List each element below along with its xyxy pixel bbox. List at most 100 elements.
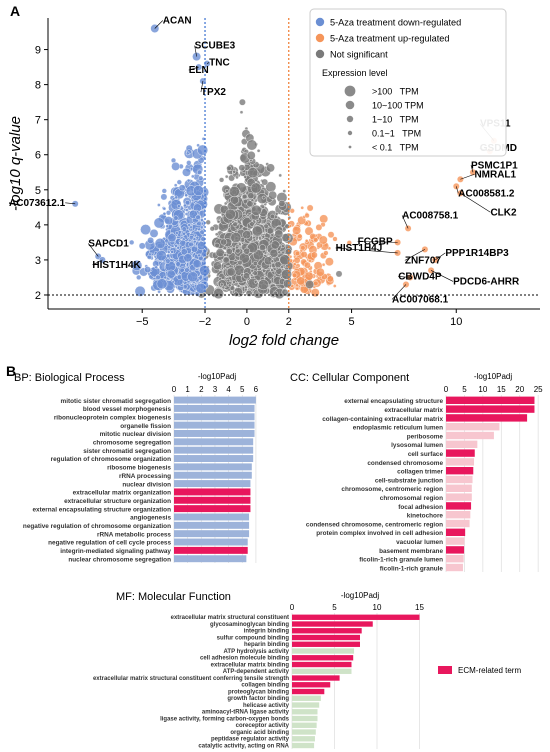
- volcano-point: [313, 280, 319, 287]
- volcano-point: [282, 189, 287, 193]
- bar-category-label: cell adhesion molecule binding: [200, 656, 289, 662]
- volcano-point: [295, 286, 299, 291]
- bar: [446, 484, 472, 492]
- panel-label-a: A: [10, 3, 20, 19]
- volcano-point: [176, 274, 183, 280]
- volcano-point: [277, 250, 282, 255]
- bar: [446, 458, 475, 466]
- volcano-point: [305, 280, 315, 289]
- volcano-point: [222, 256, 230, 264]
- bar: [292, 688, 325, 695]
- volcano-point: [176, 179, 182, 185]
- volcano-point: [225, 247, 233, 255]
- volcano-point: [171, 161, 181, 171]
- bar-category-label: extracellular structure organization: [64, 498, 171, 505]
- volcano-point: [253, 279, 258, 284]
- volcano-point: [223, 253, 227, 257]
- bar: [174, 530, 250, 538]
- volcano-point: [190, 174, 195, 179]
- bar: [174, 463, 252, 471]
- bar: [174, 430, 255, 437]
- bar-category-label: negative regulation of chromosome organi…: [23, 523, 171, 530]
- volcano-point: [332, 284, 337, 288]
- bar-category-label: chromosome, centromeric region: [341, 486, 443, 493]
- label-leader: [470, 165, 474, 173]
- volcano-point: [134, 285, 146, 297]
- bar-tick-label: 4: [226, 385, 231, 394]
- y-axis-title: -log10 q-value: [7, 116, 24, 211]
- bar: [446, 493, 472, 501]
- gene-label: AC008758.1: [402, 210, 459, 221]
- gene-label: PSMC1P1: [471, 160, 518, 171]
- bar-category-label: ficolin-1-rich granule: [380, 565, 444, 572]
- legend-size-label: < 0.1 TPM: [372, 143, 419, 153]
- label-leader: [200, 81, 204, 93]
- volcano-point: [197, 241, 206, 251]
- volcano-point: [315, 223, 323, 231]
- bar: [174, 513, 250, 521]
- volcano-point: [246, 139, 258, 151]
- legend-size-title: Expression level: [322, 68, 388, 78]
- volcano-point: [191, 284, 196, 289]
- volcano-point: [162, 206, 167, 211]
- volcano-point: [213, 288, 224, 299]
- volcano-point: [235, 175, 239, 180]
- bar-category-label: protein complex involved in cell adhesio…: [316, 530, 443, 537]
- legend-size-label: >100 TPM: [372, 87, 419, 97]
- volcano-point: [180, 248, 188, 256]
- volcano-point: [259, 244, 266, 252]
- gene-label: CBWD4P: [398, 271, 442, 282]
- bar-category-label: chromosomal region: [380, 495, 443, 502]
- bar-tick-label: 6: [254, 385, 259, 394]
- bar-category-label: external encapsulating structure: [344, 398, 443, 405]
- volcano-point: [250, 182, 262, 194]
- bar-category-label: vacuolar lumen: [396, 539, 443, 546]
- gene-label: PDCD6-AHRR: [453, 276, 520, 287]
- volcano-point: [166, 269, 176, 279]
- volcano-point: [238, 98, 246, 106]
- bar: [292, 702, 320, 708]
- volcano-point: [184, 212, 189, 216]
- bar-tick-label: 10: [373, 603, 382, 612]
- bar: [446, 449, 475, 457]
- volcano-point: [129, 239, 135, 246]
- gene-label: ACAN: [163, 16, 192, 27]
- volcano-point: [154, 238, 166, 249]
- label-leader: [401, 215, 409, 229]
- volcano-point: [209, 226, 215, 232]
- volcano-point: [306, 204, 314, 212]
- volcano-point: [196, 143, 200, 148]
- volcano-point: [297, 233, 303, 239]
- volcano-point: [292, 272, 298, 278]
- volcano-point: [268, 190, 277, 200]
- volcano-point: [456, 175, 464, 183]
- volcano-point: [214, 232, 219, 237]
- bar-category-label: rRNA processing: [119, 473, 171, 480]
- volcano-point: [293, 256, 301, 264]
- volcano-point: [253, 201, 257, 206]
- volcano-point: [274, 211, 279, 216]
- volcano-point: [324, 257, 334, 267]
- bar-tick-label: 5: [332, 603, 337, 612]
- volcano-point: [310, 288, 320, 297]
- volcano-point: [315, 267, 325, 277]
- bar-category-label: kinetochore: [407, 513, 444, 520]
- volcano-point: [242, 194, 248, 200]
- bar: [446, 555, 464, 563]
- bar-category-label: condensed chromosome, centromeric region: [306, 521, 443, 528]
- volcano-point: [250, 204, 262, 216]
- volcano-point: [200, 225, 204, 230]
- bar-category-label: sulfur compound binding: [217, 635, 290, 641]
- volcano-point: [165, 224, 169, 228]
- gene-label: HIST1H4K: [92, 260, 141, 271]
- volcano-axes: 2 3 4 5 6 7 8 9 −5 −2 0 2 5 10 log2 fold change -log10 …: [7, 18, 540, 349]
- bar-category-label: ribonucleoprotein complex biogenesis: [54, 414, 172, 421]
- volcano-point: [404, 224, 412, 232]
- bar: [174, 446, 254, 454]
- volcano-point: [163, 275, 168, 280]
- volcano-point: [281, 288, 289, 296]
- bar-category-label: glycosaminoglycan binding: [210, 622, 289, 628]
- volcano-point: [184, 267, 190, 273]
- bar-category-label: basement membrane: [379, 548, 443, 555]
- ecm-legend: ECM-related term: [438, 666, 521, 675]
